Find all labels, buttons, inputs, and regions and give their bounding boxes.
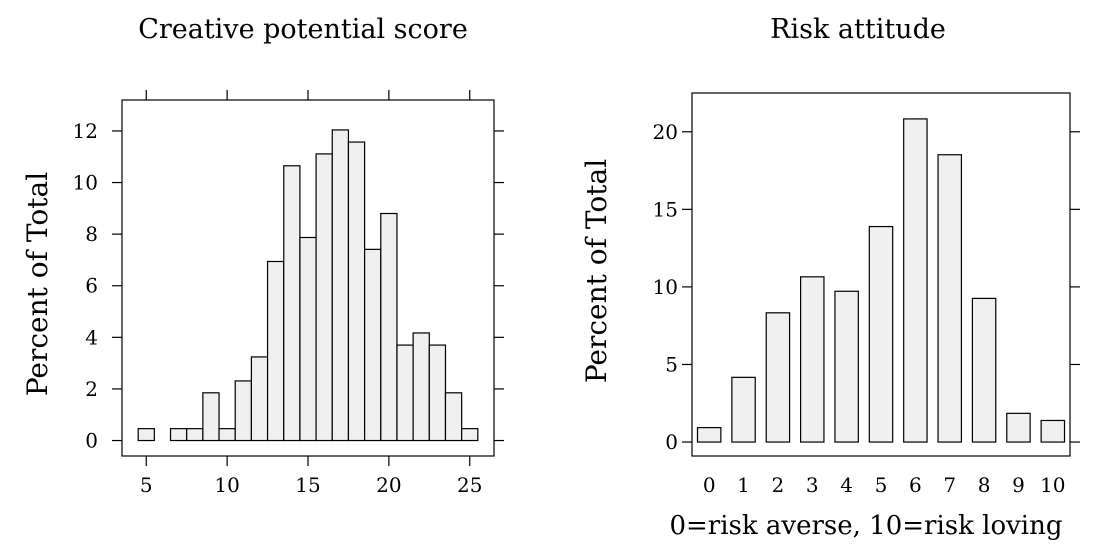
x-tick-label: 1 — [737, 473, 750, 497]
bar-15 — [299, 236, 317, 442]
bar-0 — [696, 427, 722, 443]
x-tick-label: 25 — [457, 473, 482, 497]
chart-title: Risk attitude — [770, 14, 946, 45]
bar-9 — [202, 392, 220, 442]
y-tick-label: 15 — [653, 197, 678, 221]
x-tick-label: 15 — [295, 473, 320, 497]
bar-4 — [834, 290, 859, 443]
y-tick-label: 5 — [665, 352, 678, 376]
bar-24 — [444, 392, 463, 442]
x-tick-label: 10 — [214, 473, 239, 497]
bar-18 — [347, 141, 366, 442]
x-tick-label: 0 — [703, 473, 716, 497]
bar-6 — [903, 118, 928, 443]
bar-12 — [250, 356, 269, 442]
x-tick-label: 5 — [875, 473, 888, 497]
bar-1 — [731, 376, 756, 443]
bar-17 — [331, 129, 350, 442]
plot-frame — [691, 92, 1071, 457]
bars — [696, 118, 1066, 443]
x-tick-label: 10 — [1040, 473, 1065, 497]
bar-21 — [396, 344, 414, 442]
bar-5 — [137, 428, 155, 442]
bar-25 — [461, 428, 479, 442]
y-tick-label: 6 — [85, 274, 98, 298]
y-tick-label: 0 — [85, 429, 98, 453]
x-axis-label: 0=risk averse, 10=risk loving — [669, 511, 1062, 541]
x-tick-label: 9 — [1012, 473, 1025, 497]
bar-23 — [428, 344, 447, 442]
axis-ticks: 5 10 15 20 25 0 2 4 6 8 10 12 — [73, 90, 504, 497]
bar-19 — [364, 248, 382, 442]
y-tick-label: 10 — [653, 275, 678, 299]
x-tick-label: 4 — [840, 473, 853, 497]
x-tick-label: 5 — [140, 473, 153, 497]
bar-7 — [169, 428, 188, 442]
histogram-panel-creative-potential: Creative potential score Percent of Tota… — [21, 14, 504, 497]
x-tick-label: 7 — [943, 473, 956, 497]
bar-8 — [971, 297, 997, 443]
x-tick-label: 2 — [772, 473, 785, 497]
x-tick-label: 20 — [376, 473, 401, 497]
bar-11 — [234, 380, 252, 442]
y-tick-label: 20 — [653, 120, 678, 144]
bar-3 — [799, 276, 825, 443]
x-tick-label: 8 — [978, 473, 991, 497]
bar-panel-risk-attitude: Risk attitude Percent of Total 0=risk av… — [580, 14, 1080, 541]
bar-2 — [765, 312, 791, 443]
y-tick-label: 4 — [85, 325, 98, 349]
y-tick-label: 2 — [85, 377, 98, 401]
bar-10 — [218, 428, 236, 442]
bar-13 — [266, 260, 285, 442]
bar-10 — [1040, 419, 1066, 443]
bar-16 — [315, 153, 333, 442]
y-axis-label: Percent of Total — [21, 172, 54, 396]
bars — [137, 129, 479, 442]
y-tick-label: 0 — [665, 430, 678, 454]
bar-14 — [283, 165, 301, 442]
bar-5 — [868, 225, 894, 443]
y-tick-label: 8 — [85, 222, 98, 246]
y-tick-label: 12 — [73, 119, 98, 143]
y-axis-label: Percent of Total — [580, 159, 613, 383]
x-tick-label: 6 — [909, 473, 922, 497]
bar-7 — [937, 154, 963, 443]
bar-20 — [380, 212, 398, 442]
bar-22 — [412, 332, 430, 442]
bar-8 — [186, 428, 204, 442]
y-tick-label: 10 — [73, 171, 98, 195]
bar-9 — [1006, 412, 1031, 443]
chart-title: Creative potential score — [138, 14, 468, 45]
x-tick-label: 3 — [806, 473, 819, 497]
